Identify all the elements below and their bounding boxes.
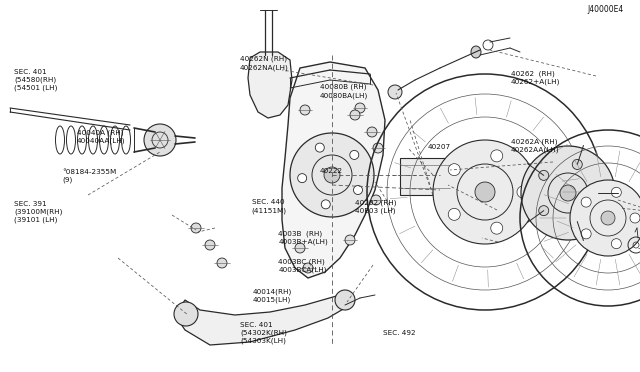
Circle shape (350, 150, 359, 160)
Circle shape (367, 127, 377, 137)
Text: 40202 (RH)
40E03 (LH): 40202 (RH) 40E03 (LH) (355, 199, 397, 214)
Circle shape (217, 258, 227, 268)
Text: 4003BC (RH)
4003BCA(LH): 4003BC (RH) 4003BCA(LH) (278, 258, 327, 273)
Text: 40262N (RH)
40262NA(LH): 40262N (RH) 40262NA(LH) (240, 56, 289, 71)
Polygon shape (175, 295, 345, 345)
Circle shape (601, 211, 615, 225)
Circle shape (570, 180, 640, 256)
Circle shape (448, 164, 460, 176)
Circle shape (295, 243, 305, 253)
Circle shape (373, 143, 383, 153)
Circle shape (581, 197, 591, 207)
Text: SEC. 440
(41151M): SEC. 440 (41151M) (252, 199, 287, 214)
Circle shape (572, 217, 582, 227)
Circle shape (630, 213, 640, 223)
Polygon shape (282, 62, 385, 278)
Text: 40262  (RH)
40262+A(LH): 40262 (RH) 40262+A(LH) (511, 70, 560, 85)
Circle shape (491, 222, 503, 234)
Text: 40207: 40207 (428, 144, 451, 150)
Circle shape (539, 170, 548, 180)
Circle shape (316, 143, 324, 152)
Text: 40222: 40222 (320, 168, 343, 174)
Text: 40262A (RH)
40262AA(LH): 40262A (RH) 40262AA(LH) (511, 138, 559, 153)
Circle shape (335, 290, 355, 310)
Circle shape (355, 103, 365, 113)
Circle shape (521, 146, 615, 240)
Ellipse shape (471, 46, 481, 58)
Circle shape (353, 186, 362, 195)
Circle shape (303, 263, 313, 273)
Circle shape (560, 185, 576, 201)
Circle shape (144, 124, 176, 156)
Circle shape (345, 235, 355, 245)
Text: 40080B (RH)
40080BA(LH): 40080B (RH) 40080BA(LH) (320, 84, 368, 99)
Circle shape (491, 150, 503, 162)
Text: 40040A (RH)
40040AA(LH): 40040A (RH) 40040AA(LH) (77, 129, 125, 144)
Circle shape (517, 186, 529, 198)
Text: SEC. 391
(39100M(RH)
(39101 (LH): SEC. 391 (39100M(RH) (39101 (LH) (14, 201, 63, 223)
Text: SEC. 401
(54580(RH)
(54501 (LH): SEC. 401 (54580(RH) (54501 (LH) (14, 69, 58, 91)
Circle shape (300, 105, 310, 115)
Circle shape (388, 85, 402, 99)
Circle shape (290, 133, 374, 217)
Circle shape (572, 160, 582, 170)
Circle shape (191, 223, 201, 233)
Circle shape (371, 195, 381, 205)
Circle shape (611, 187, 621, 197)
Text: SEC. 492: SEC. 492 (383, 330, 415, 336)
Circle shape (539, 206, 548, 216)
Text: 4003B  (RH)
4003B+A(LH): 4003B (RH) 4003B+A(LH) (278, 231, 328, 246)
Circle shape (321, 200, 330, 209)
Circle shape (205, 240, 215, 250)
Text: SEC. 401
(54302K(RH)
(54303K(LH): SEC. 401 (54302K(RH) (54303K(LH) (240, 322, 287, 344)
Circle shape (298, 174, 307, 183)
Circle shape (448, 208, 460, 220)
Circle shape (593, 188, 603, 198)
Polygon shape (248, 52, 292, 118)
Circle shape (475, 182, 495, 202)
Text: °08184-2355M
(9): °08184-2355M (9) (63, 169, 117, 183)
Circle shape (581, 229, 591, 239)
Circle shape (433, 140, 537, 244)
Circle shape (174, 302, 198, 326)
Circle shape (350, 110, 360, 120)
Circle shape (324, 167, 340, 183)
Text: J40000E4: J40000E4 (588, 5, 624, 14)
Polygon shape (400, 158, 450, 195)
Text: 40014(RH)
40015(LH): 40014(RH) 40015(LH) (253, 289, 292, 304)
Circle shape (611, 239, 621, 248)
